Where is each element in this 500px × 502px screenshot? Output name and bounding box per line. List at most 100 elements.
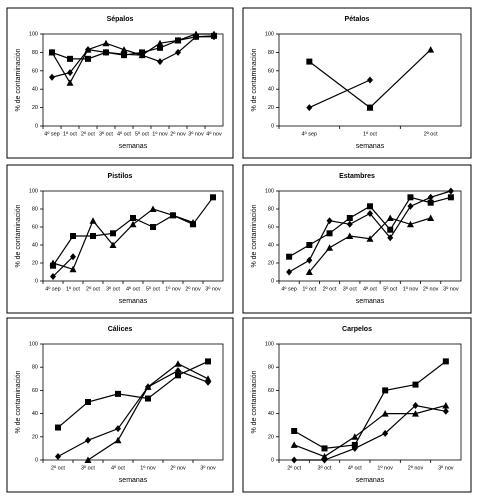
x-tick-label: 3º nov [200, 464, 216, 471]
marker [346, 215, 353, 221]
marker [48, 48, 56, 56]
chart-panel: Estambres 0 20 40 60 80 100 4º sep 1º oct 2º oct 3… [242, 164, 472, 314]
marker [346, 232, 354, 239]
marker [102, 39, 110, 47]
x-tick-label: 2º nov [408, 464, 424, 471]
marker [157, 58, 163, 66]
chart-title: Sépalos [107, 16, 134, 23]
marker [85, 55, 91, 62]
y-tick-label: 40 [32, 87, 38, 93]
marker [305, 268, 313, 275]
series-line [51, 35, 215, 60]
y-tick-label: 80 [32, 50, 38, 56]
marker [130, 215, 136, 221]
marker [210, 194, 216, 201]
chart-panel: Sépalos 0 20 40 60 80 100 4º sep 1º oct 2º oct 3º … [6, 7, 234, 159]
marker [138, 51, 146, 59]
x-tick-label: 3º nov [205, 285, 221, 292]
x-tick-label: 3º oct [99, 130, 113, 137]
x-tick-label: 4º sep [302, 130, 317, 137]
series-line [308, 61, 371, 109]
x-tick-label: 1º oct [363, 130, 377, 137]
marker [50, 273, 56, 280]
marker [381, 410, 389, 417]
chart-panel: Cálices 0 20 40 60 80 100 2º oct 3º oct 4º oct 1º … [6, 317, 234, 493]
y-axis-label: % de contaminación [15, 204, 22, 267]
x-tick-label: 1º oct [66, 285, 80, 292]
plot-area [42, 190, 224, 282]
y-tick-label: 80 [268, 206, 274, 212]
x-tick-label: 4º oct [111, 464, 125, 471]
marker [412, 401, 419, 409]
marker [149, 205, 157, 212]
x-tick-label: 2º oct [81, 130, 95, 137]
marker [447, 187, 454, 195]
x-tick-label: 5º oct [146, 285, 160, 292]
x-tick-label: 3º oct [318, 464, 332, 471]
marker [66, 79, 74, 86]
marker [442, 407, 449, 415]
chart-panel: Pétalos 0 20 40 60 80 100 4º sep 1º oct 2º oct sem… [242, 7, 472, 159]
marker [442, 358, 449, 365]
marker [174, 360, 182, 367]
y-tick-label: 40 [268, 87, 274, 93]
marker [407, 202, 414, 210]
marker [70, 233, 76, 239]
y-tick-label: 80 [32, 365, 38, 371]
marker [192, 30, 200, 37]
marker [145, 395, 151, 402]
marker [156, 39, 164, 47]
x-tick-label: 5º oct [383, 285, 397, 292]
marker [175, 48, 181, 56]
marker [427, 193, 434, 201]
y-tick-label: 100 [265, 341, 274, 347]
marker [67, 69, 73, 77]
x-axis-label: semanas [356, 143, 385, 150]
y-tick-label: 60 [268, 68, 274, 74]
y-tick-label: 40 [32, 242, 38, 248]
y-axis-label: % de contaminación [251, 370, 258, 433]
x-axis-label: semanas [119, 143, 148, 150]
marker [387, 226, 394, 233]
chart-title: Pétalos [345, 16, 370, 23]
series-line [52, 208, 194, 271]
marker [407, 194, 414, 201]
marker [291, 456, 298, 464]
marker [144, 383, 152, 390]
panel-border [6, 164, 234, 314]
x-tick-label: 2º nov [423, 285, 439, 292]
x-tick-label: 3º nov [443, 285, 459, 292]
y-tick-label: 20 [268, 434, 274, 440]
y-tick-label: 20 [32, 434, 38, 440]
panel-border [242, 164, 472, 314]
series-line [369, 49, 432, 109]
marker [49, 259, 57, 266]
x-tick-label: 1º nov [152, 130, 168, 137]
y-tick-label: 0 [35, 123, 38, 129]
y-tick-label: 80 [268, 365, 274, 371]
y-tick-label: 0 [35, 278, 38, 284]
marker [286, 268, 293, 276]
marker [90, 233, 96, 239]
y-tick-label: 0 [271, 278, 274, 284]
marker [55, 424, 61, 431]
x-tick-label: 4º oct [363, 285, 377, 292]
marker [306, 104, 313, 112]
y-tick-label: 0 [35, 457, 38, 463]
y-tick-label: 80 [32, 206, 38, 212]
marker [290, 441, 298, 448]
marker [412, 381, 419, 388]
marker [306, 256, 313, 264]
marker [205, 358, 211, 365]
marker [326, 230, 333, 237]
marker [150, 224, 156, 230]
series-line [51, 33, 214, 84]
x-tick-label: 4º sep [281, 285, 296, 292]
marker [412, 410, 419, 417]
y-tick-label: 0 [271, 123, 274, 129]
y-tick-label: 60 [268, 224, 274, 230]
marker [427, 214, 435, 221]
marker [115, 390, 121, 397]
x-tick-label: 3º oct [81, 464, 95, 471]
marker [366, 104, 374, 111]
